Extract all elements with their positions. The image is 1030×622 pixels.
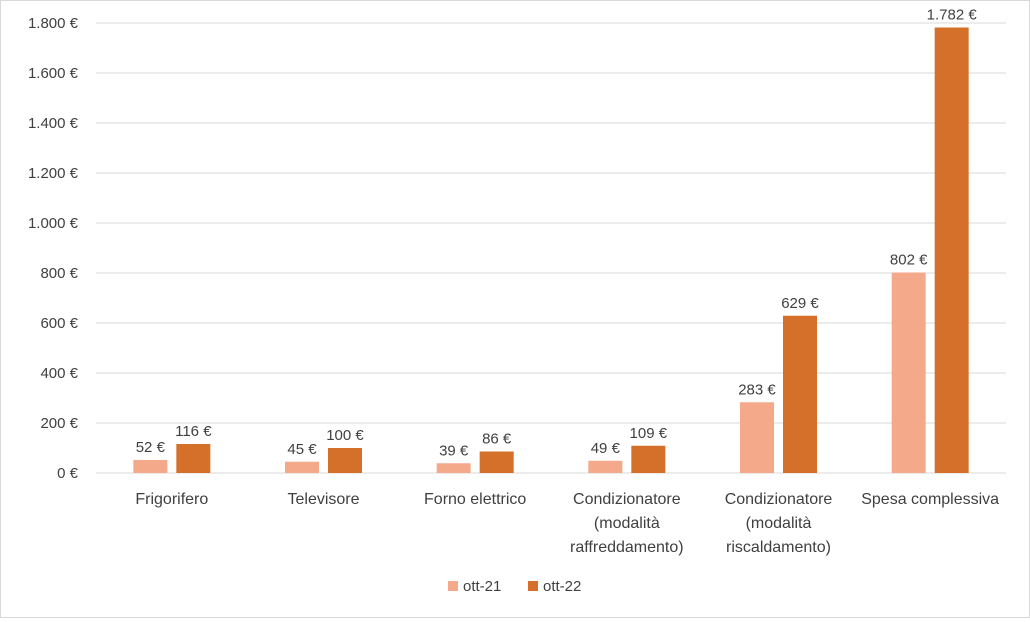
y-tick-label: 1.600 € xyxy=(28,65,79,82)
data-label: 1.782 € xyxy=(927,7,978,24)
x-category-label: Condizionatore (modalità raffreddamento) xyxy=(570,491,684,556)
bar-ott-22-0 xyxy=(176,444,211,473)
bar-ott-22-3 xyxy=(631,445,666,473)
x-category-label: Forno elettrico xyxy=(424,491,526,508)
x-category-label: Frigorifero xyxy=(135,491,208,508)
data-label: 45 € xyxy=(287,441,317,458)
x-category-label: Spesa complessiva xyxy=(861,491,999,508)
y-tick-label: 1.200 € xyxy=(28,165,79,182)
x-category-label-line: raffreddamento) xyxy=(570,539,684,556)
bar-ott-21-1 xyxy=(285,461,319,473)
bar-ott-21-4 xyxy=(740,402,774,473)
x-category-label-line: Forno elettrico xyxy=(424,491,526,508)
data-label: 100 € xyxy=(326,427,364,444)
x-category-label-line: (modalità xyxy=(594,515,660,532)
bar-ott-22-2 xyxy=(479,451,514,473)
y-tick-label: 600 € xyxy=(40,315,78,332)
data-label: 49 € xyxy=(591,440,621,457)
x-category-label-line: Frigorifero xyxy=(135,491,208,508)
y-tick-label: 0 € xyxy=(57,465,79,482)
data-label: 629 € xyxy=(781,295,819,312)
bar-ott-22-4 xyxy=(783,315,817,473)
bar-ott-21-3 xyxy=(588,460,623,473)
y-tick-label: 1.000 € xyxy=(28,215,79,232)
x-category-label: Condizionatore (modalità riscaldamento) xyxy=(725,491,833,556)
data-label: 86 € xyxy=(482,431,512,448)
bar-ott-22-1 xyxy=(328,448,362,473)
data-label: 116 € xyxy=(175,423,212,440)
y-tick-label: 400 € xyxy=(40,365,78,382)
x-category-label-line: Condizionatore xyxy=(573,491,681,508)
bar-ott-21-5 xyxy=(891,272,926,473)
data-label: 802 € xyxy=(890,252,928,269)
bar-ott-22-5 xyxy=(934,27,969,473)
data-label: 109 € xyxy=(630,425,668,442)
x-category-label-line: riscaldamento) xyxy=(726,539,831,556)
x-category-label: Televisore xyxy=(287,491,359,508)
legend-swatch-ott-22 xyxy=(528,581,538,591)
y-tick-label: 1.800 € xyxy=(28,15,79,32)
data-label: 39 € xyxy=(439,442,469,459)
legend-label: ott-21 xyxy=(463,578,501,595)
data-label: 283 € xyxy=(738,381,776,398)
legend-swatch-ott-21 xyxy=(448,581,458,591)
y-tick-label: 200 € xyxy=(40,415,78,432)
legend-label: ott-22 xyxy=(543,578,581,595)
y-tick-label: 800 € xyxy=(40,265,78,282)
bar-ott-21-2 xyxy=(436,463,471,473)
data-label: 52 € xyxy=(136,439,166,456)
x-category-label-line: Televisore xyxy=(287,491,359,508)
x-category-label-line: (modalità xyxy=(746,515,812,532)
y-tick-label: 1.400 € xyxy=(28,115,79,132)
x-category-label-line: Spesa complessiva xyxy=(861,491,999,508)
bar-ott-21-0 xyxy=(133,460,168,473)
x-category-label-line: Condizionatore xyxy=(725,491,833,508)
